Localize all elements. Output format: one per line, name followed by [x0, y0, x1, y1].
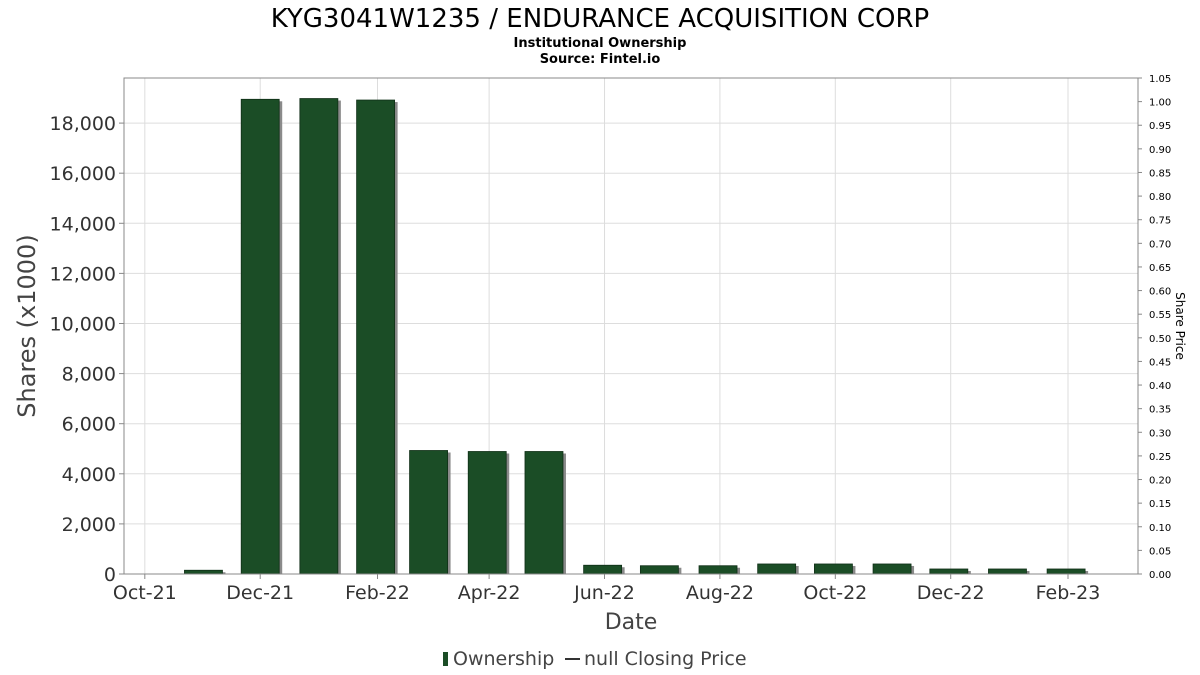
y-axis-label: Shares (x1000) [13, 234, 41, 417]
chart-subtitle: Institutional Ownership [514, 36, 687, 51]
y-tick-label: 16,000 [50, 163, 116, 185]
ownership-bar [184, 569, 223, 575]
legend: Ownership null Closing Price [443, 648, 747, 670]
price-legend-label: null Closing Price [584, 648, 747, 670]
y2-axis-label: Share Price [1173, 292, 1187, 360]
y2-tick-label: 0.70 [1149, 239, 1171, 250]
y2-tick-label: 0.25 [1149, 452, 1171, 463]
x-tick-label: Jun-22 [573, 582, 635, 604]
y2-tick-label: 0.05 [1149, 546, 1171, 557]
chart-source: Source: Fintel.io [540, 52, 661, 67]
x-axis-ticks: Oct-21 Dec-21 Feb-22 Apr-22 Jun-22 Aug-22 Oct-… [113, 574, 1100, 604]
y2-tick-label: 0.75 [1149, 216, 1171, 227]
y-tick-label: 2,000 [62, 514, 116, 536]
y2-tick-label: 0.40 [1149, 381, 1171, 392]
ownership-bar [639, 565, 679, 575]
ownership-bar [524, 451, 564, 575]
x-tick-label: Dec-22 [917, 582, 985, 604]
y2-tick-label: 0.60 [1149, 287, 1171, 298]
x-tick-label: Feb-23 [1036, 582, 1101, 604]
y2-tick-label: 0.15 [1149, 499, 1171, 510]
y-tick-label: 10,000 [50, 313, 116, 335]
y-tick-label: 14,000 [50, 213, 116, 235]
ownership-bar [299, 98, 339, 575]
ownership-bar [872, 563, 912, 575]
ownership-bar [583, 564, 623, 575]
ownership-bars [184, 98, 1089, 575]
ownership-legend-swatch [443, 652, 448, 666]
y2-tick-label: 0.50 [1149, 334, 1171, 345]
x-axis-label: Date [605, 610, 658, 635]
ownership-bar [240, 98, 280, 575]
y2-tick-label: 0.10 [1149, 523, 1171, 534]
chart-title: KYG3041W1235 / ENDURANCE ACQUISITION COR… [271, 4, 929, 34]
y2-tick-label: 0.30 [1149, 428, 1171, 439]
y2-tick-label: 0.85 [1149, 168, 1171, 179]
ownership-bar [467, 451, 507, 575]
y2-tick-label: 0.20 [1149, 476, 1171, 487]
ownership-bar [409, 450, 448, 575]
y2-tick-label: 0.65 [1149, 263, 1171, 274]
y2-tick-label: 1.05 [1149, 74, 1171, 85]
ownership-bar [988, 568, 1027, 575]
y2-tick-label: 0.00 [1149, 570, 1171, 581]
y-tick-label: 4,000 [62, 464, 116, 486]
y2-tick-label: 0.35 [1149, 405, 1171, 416]
ownership-bar [698, 565, 738, 575]
y-axis-ticks: 0 2,000 4,000 6,000 8,000 10,000 12,000 14,000 1… [50, 113, 124, 586]
ownership-bar [1046, 568, 1086, 575]
y2-tick-label: 0.45 [1149, 357, 1171, 368]
y-tick-label: 18,000 [50, 113, 116, 135]
plot-area [123, 77, 1139, 575]
y-tick-label: 12,000 [50, 263, 116, 285]
y2-axis-ticks: 0.00 0.05 0.10 0.15 0.20 0.25 0.30 0.35 0.40 0.45… [1138, 74, 1171, 581]
x-tick-label: Dec-21 [226, 582, 294, 604]
ownership-bar [757, 563, 797, 575]
y2-tick-label: 0.90 [1149, 145, 1171, 156]
x-tick-label: Feb-22 [345, 582, 410, 604]
y2-tick-label: 1.00 [1149, 98, 1171, 109]
x-tick-label: Aug-22 [686, 582, 754, 604]
ownership-bar [814, 563, 853, 575]
x-tick-label: Oct-21 [113, 582, 177, 604]
x-tick-label: Oct-22 [803, 582, 867, 604]
y2-tick-label: 0.95 [1149, 121, 1171, 132]
x-tick-label: Apr-22 [458, 582, 521, 604]
ownership-bar [929, 568, 969, 575]
y-tick-label: 6,000 [62, 414, 116, 436]
y-tick-label: 8,000 [62, 364, 116, 386]
ownership-bar [356, 99, 396, 575]
y2-tick-label: 0.55 [1149, 310, 1171, 321]
y2-tick-label: 0.80 [1149, 192, 1171, 203]
ownership-legend-label: Ownership [453, 648, 554, 670]
y-tick-label: 0 [104, 564, 116, 586]
